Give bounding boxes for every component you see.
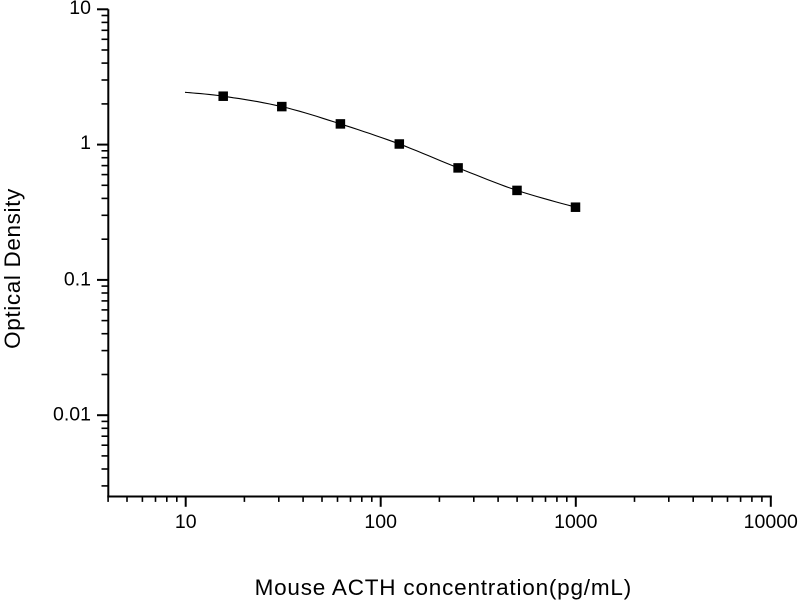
svg-text:0.01: 0.01 — [53, 403, 91, 425]
svg-text:Optical Density: Optical Density — [0, 188, 25, 349]
svg-text:1000: 1000 — [554, 511, 598, 533]
svg-text:100: 100 — [364, 511, 397, 533]
svg-text:10: 10 — [69, 0, 91, 19]
svg-text:10000: 10000 — [744, 511, 798, 533]
svg-text:1: 1 — [80, 132, 91, 154]
svg-text:Mouse ACTH concentration(pg/mL: Mouse ACTH concentration(pg/mL) — [255, 575, 632, 600]
svg-text:0.1: 0.1 — [64, 268, 91, 290]
svg-text:10: 10 — [175, 511, 197, 533]
